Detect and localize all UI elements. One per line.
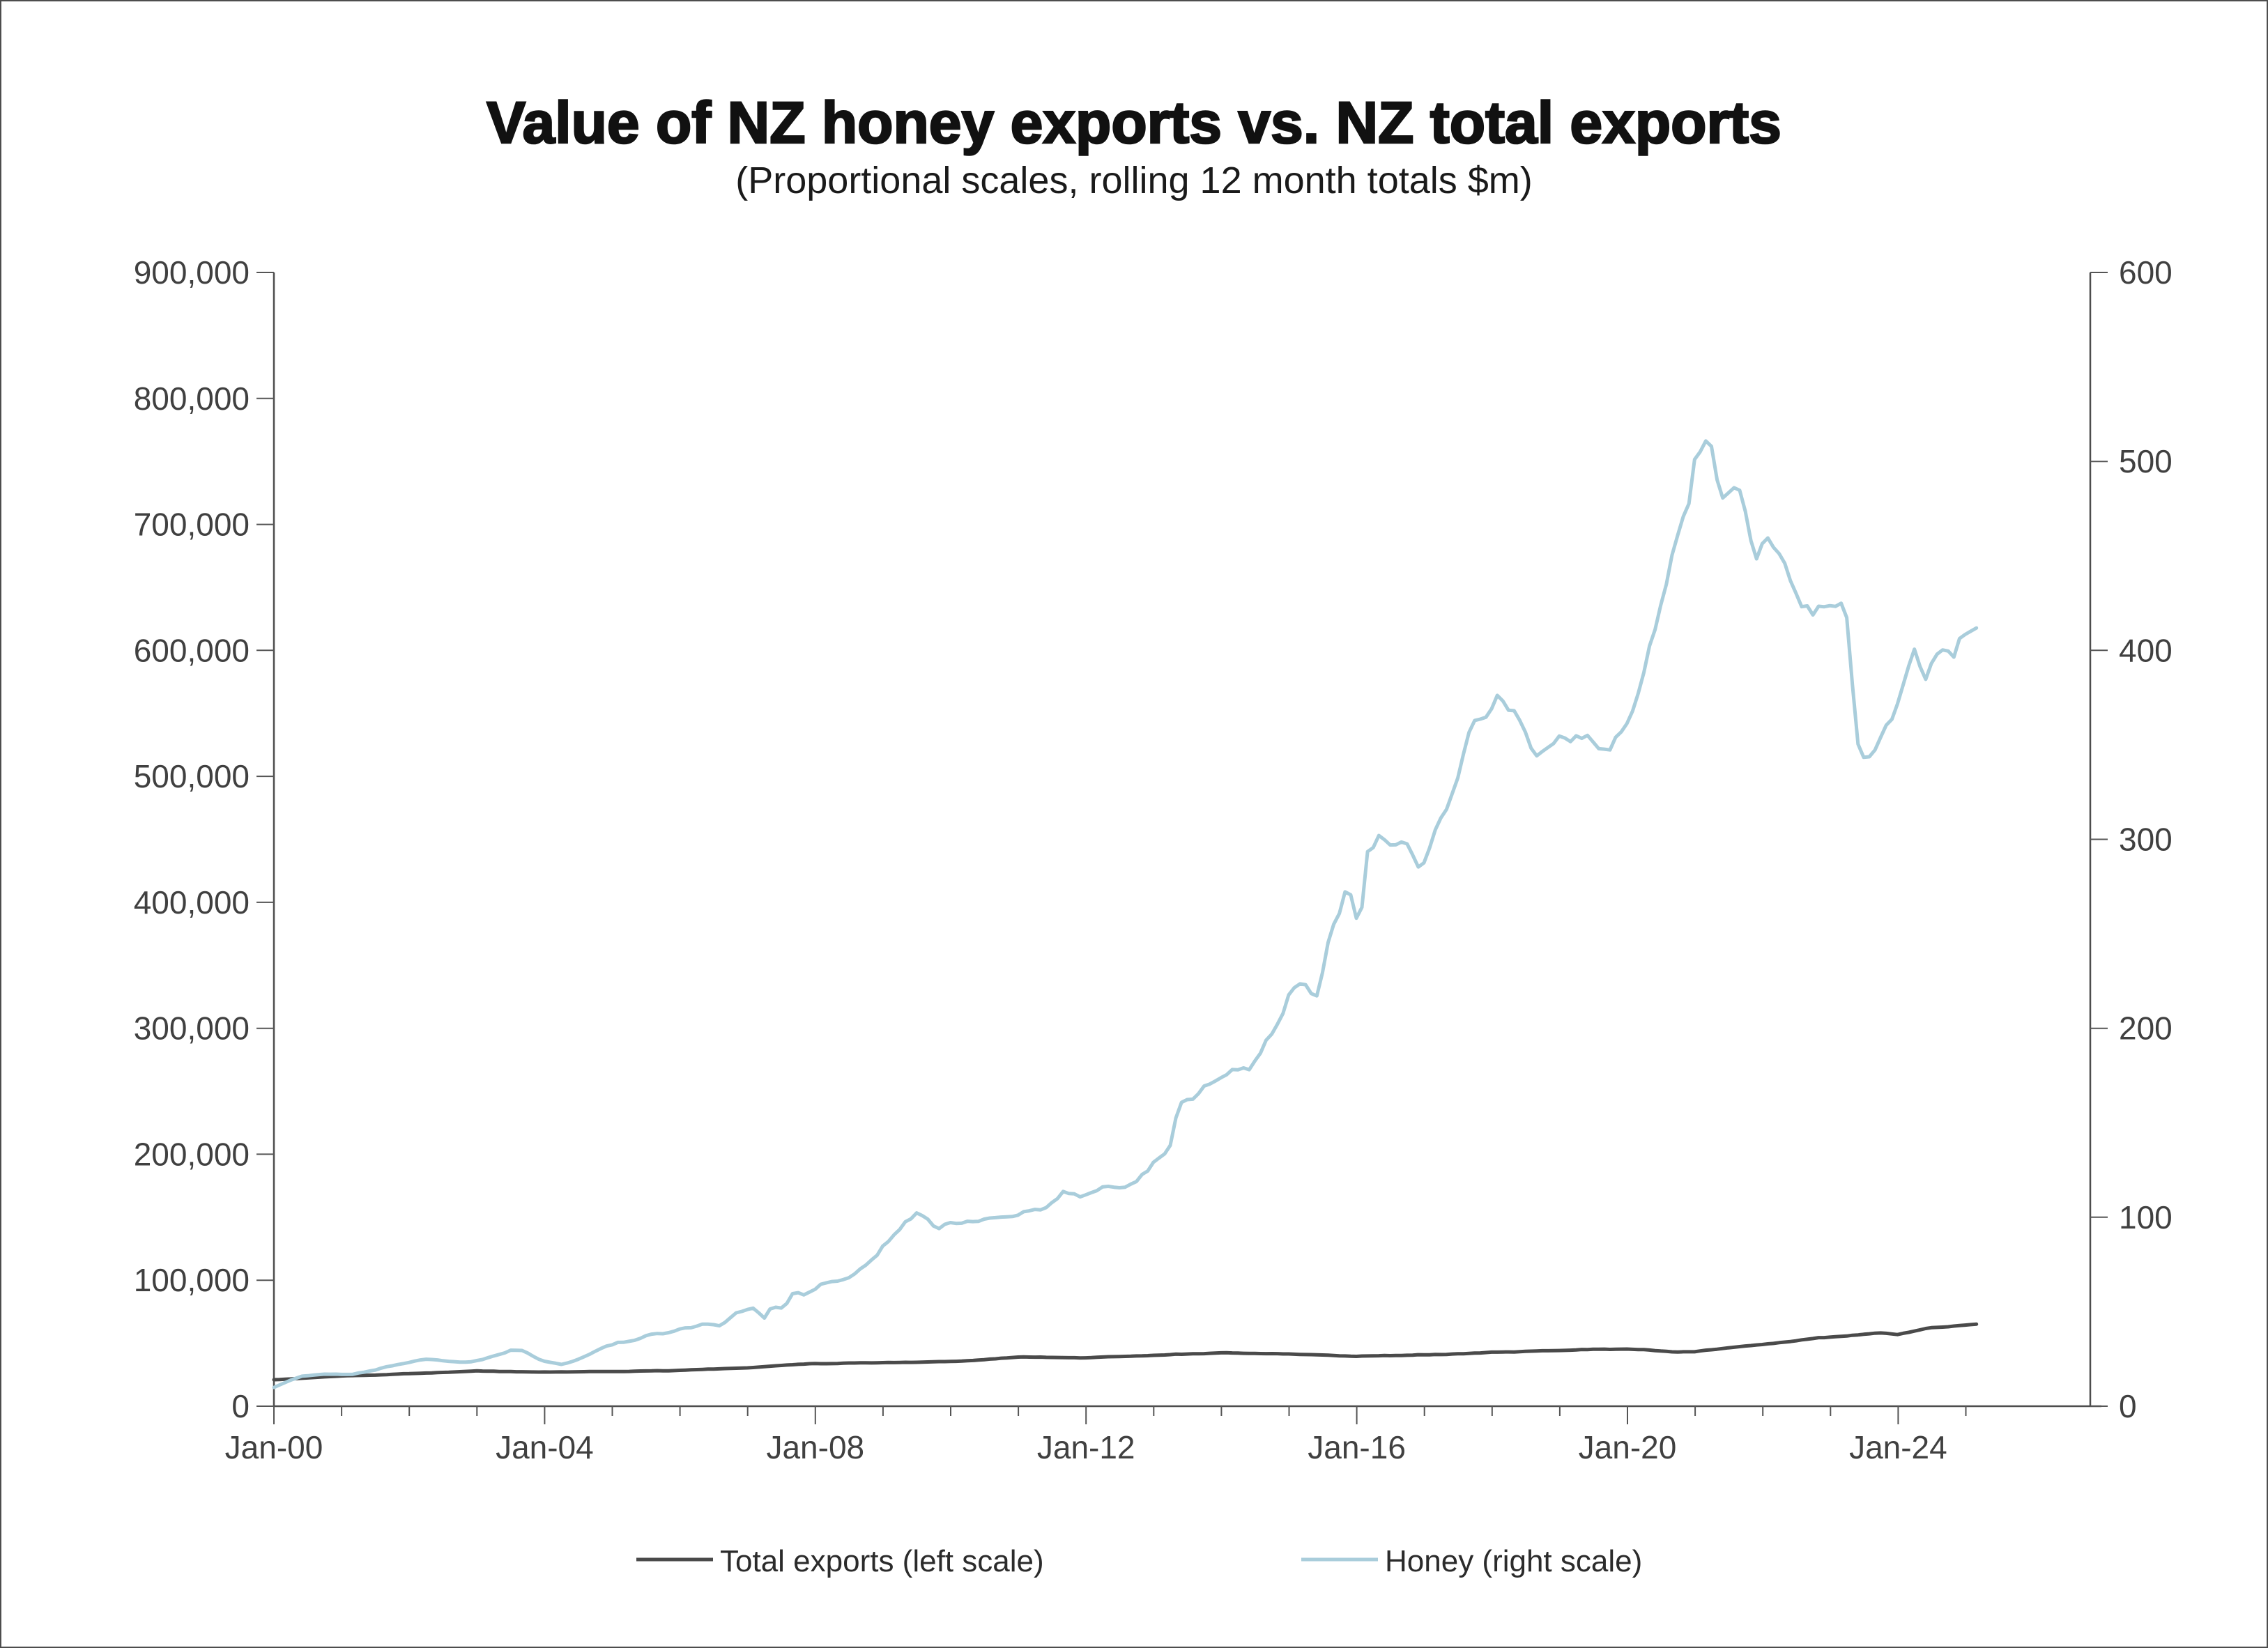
svg-text:Jan-12: Jan-12 <box>1037 1429 1135 1465</box>
svg-text:500: 500 <box>2119 443 2173 479</box>
svg-text:200,000: 200,000 <box>134 1136 250 1172</box>
svg-text:Jan-04: Jan-04 <box>496 1429 594 1465</box>
svg-text:700,000: 700,000 <box>134 507 250 543</box>
svg-text:100,000: 100,000 <box>134 1262 250 1298</box>
svg-text:0: 0 <box>2119 1388 2137 1424</box>
svg-text:0: 0 <box>231 1388 250 1424</box>
svg-text:200: 200 <box>2119 1010 2173 1047</box>
svg-text:600,000: 600,000 <box>134 632 250 668</box>
svg-text:Jan-16: Jan-16 <box>1308 1429 1406 1465</box>
svg-text:600: 600 <box>2119 254 2173 291</box>
svg-text:Jan-00: Jan-00 <box>225 1429 323 1465</box>
svg-text:900,000: 900,000 <box>134 254 250 291</box>
svg-text:300: 300 <box>2119 822 2173 858</box>
svg-text:Jan-20: Jan-20 <box>1579 1429 1677 1465</box>
svg-text:300,000: 300,000 <box>134 1010 250 1047</box>
svg-text:Honey (right scale): Honey (right scale) <box>1385 1544 1642 1578</box>
svg-text:Total exports (left scale): Total exports (left scale) <box>720 1544 1044 1578</box>
svg-text:100: 100 <box>2119 1199 2173 1235</box>
svg-text:500,000: 500,000 <box>134 758 250 794</box>
svg-text:400,000: 400,000 <box>134 884 250 921</box>
svg-text:800,000: 800,000 <box>134 380 250 417</box>
svg-text:Jan-24: Jan-24 <box>1849 1429 1947 1465</box>
svg-text:400: 400 <box>2119 632 2173 668</box>
svg-text:Jan-08: Jan-08 <box>766 1429 864 1465</box>
